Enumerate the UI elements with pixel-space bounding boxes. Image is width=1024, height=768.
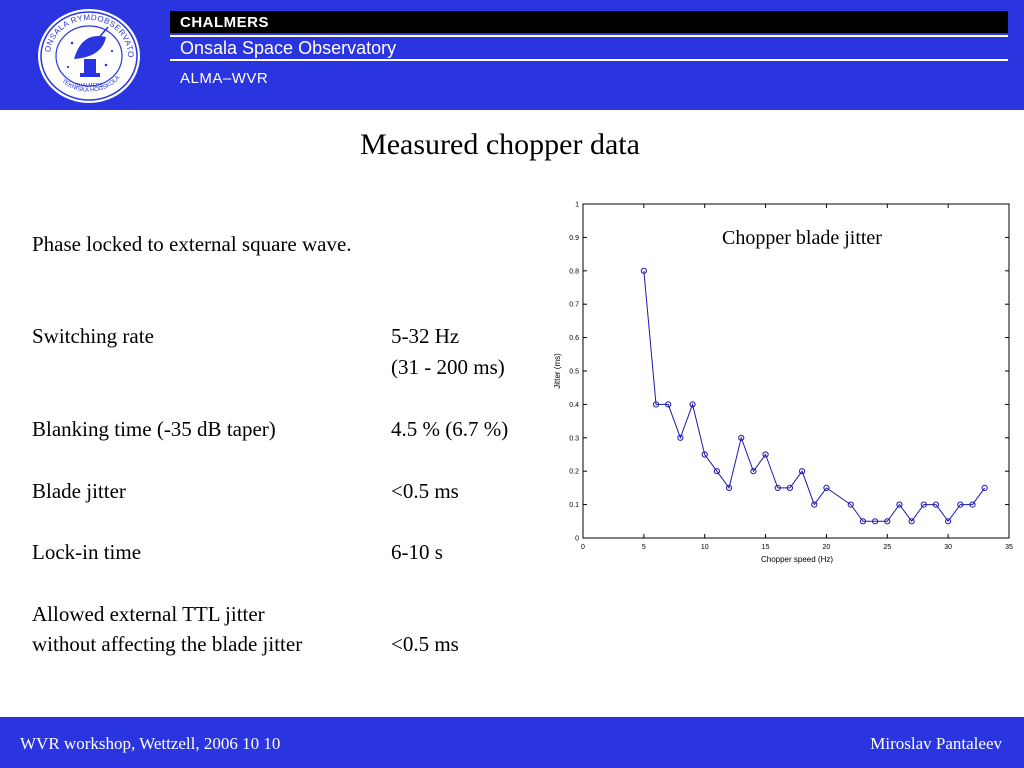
spec-value-ttl-jitter: <0.5 ms: [391, 632, 459, 656]
y-tick-label: 0.2: [569, 469, 579, 476]
intro-text: Phase locked to external square wave.: [32, 232, 352, 256]
data-point: [932, 501, 940, 508]
data-point: [798, 468, 806, 475]
slide-title: Measured chopper data: [360, 128, 640, 161]
institution-banner: CHALMERS Onsala Space Observatory ALMA–W…: [170, 11, 1008, 95]
data-point: [738, 434, 745, 441]
spec-value-blade-jitter: <0.5 ms: [391, 479, 459, 503]
org-name: CHALMERS: [170, 11, 1008, 33]
data-point: [811, 501, 818, 508]
spec-label-ttl-jitter-line2: without affecting the blade jitter: [32, 632, 303, 656]
data-point: [701, 451, 708, 458]
footer-author: Miroslav Pantaleev: [870, 734, 1002, 753]
chart-title: Chopper blade jitter: [722, 227, 882, 249]
data-point: [896, 501, 903, 508]
data-point: [969, 501, 976, 508]
x-tick-label: 20: [823, 544, 831, 551]
data-point: [652, 401, 660, 408]
y-axis-label: Jitter (ms): [553, 353, 562, 389]
x-tick-label: 30: [944, 544, 952, 551]
data-point: [786, 484, 794, 491]
data-point: [713, 468, 720, 475]
data-point: [872, 518, 879, 525]
spec-label-switching-rate: Switching rate: [32, 324, 154, 348]
x-tick-label: 35: [1005, 544, 1013, 551]
spec-label-blanking-time: Blanking time (-35 dB taper): [32, 417, 276, 441]
data-point: [725, 484, 733, 491]
x-tick-label: 5: [642, 544, 646, 551]
y-tick-label: 0.4: [569, 402, 579, 409]
spec-value-lock-in-time: 6-10 s: [391, 540, 443, 564]
data-point: [762, 451, 769, 458]
x-tick-label: 10: [701, 544, 709, 551]
data-point: [665, 401, 672, 408]
y-tick-label: 0.1: [569, 502, 579, 509]
y-tick-label: 0.9: [569, 235, 579, 242]
data-point: [884, 518, 891, 525]
x-tick-label: 25: [883, 544, 891, 551]
y-tick-label: 0.3: [569, 435, 579, 442]
y-tick-label: 0.5: [569, 369, 579, 376]
data-point: [689, 401, 696, 408]
data-point: [640, 267, 647, 274]
footer-band: WVR workshop, Wettzell, 2006 10 10 Miros…: [0, 717, 1024, 768]
spec-label-ttl-jitter: Allowed external TTL jitter: [32, 602, 265, 626]
data-point: [920, 501, 927, 508]
data-point: [750, 468, 757, 475]
y-tick-label: 1: [575, 202, 579, 209]
data-point: [774, 484, 781, 491]
x-axis-label: Chopper speed (Hz): [761, 555, 833, 564]
data-point: [823, 484, 830, 491]
spec-value-switching-rate: 5-32 Hz: [391, 324, 460, 348]
jitter-series-line: [643, 270, 986, 523]
data-point: [957, 501, 964, 508]
project-name: ALMA–WVR: [170, 63, 1008, 93]
data-point: [981, 484, 988, 491]
spec-value-switching-period: (31 - 200 ms): [391, 355, 505, 379]
svg-text:CHALMERS: CHALMERS: [75, 83, 103, 89]
jitter-chart: 0 5 10 15 20 25 30 35 0 0.1 0.2 0.3 0.4 0.5 0.6 0.7 0.8 0…: [553, 202, 1013, 565]
y-tick-label: 0.8: [569, 268, 579, 275]
observatory-seal-logo: ONSALA RYMDOBSERVATORIUM TEKNISKA HÖGSKO…: [36, 7, 140, 103]
y-tick-label: 0.7: [569, 302, 579, 309]
spec-label-blade-jitter: Blade jitter: [32, 479, 126, 503]
plot-frame: [582, 203, 1010, 539]
y-tick-label: 0: [575, 536, 579, 543]
observatory-name: Onsala Space Observatory: [170, 35, 1008, 61]
data-point: [908, 518, 915, 525]
spec-value-blanking-time: 4.5 % (6.7 %): [391, 417, 509, 441]
footer-event: WVR workshop, Wettzell, 2006 10 10: [20, 734, 281, 753]
x-tick-label: 0: [581, 544, 585, 551]
data-point: [677, 434, 684, 441]
data-point: [847, 501, 854, 508]
header-band: ONSALA RYMDOBSERVATORIUM TEKNISKA HÖGSKO…: [0, 0, 1024, 110]
data-point: [945, 518, 952, 525]
y-tick-label: 0.6: [569, 335, 579, 342]
spec-label-lock-in-time: Lock-in time: [32, 540, 142, 564]
data-point: [859, 518, 867, 525]
x-tick-label: 15: [762, 544, 770, 551]
